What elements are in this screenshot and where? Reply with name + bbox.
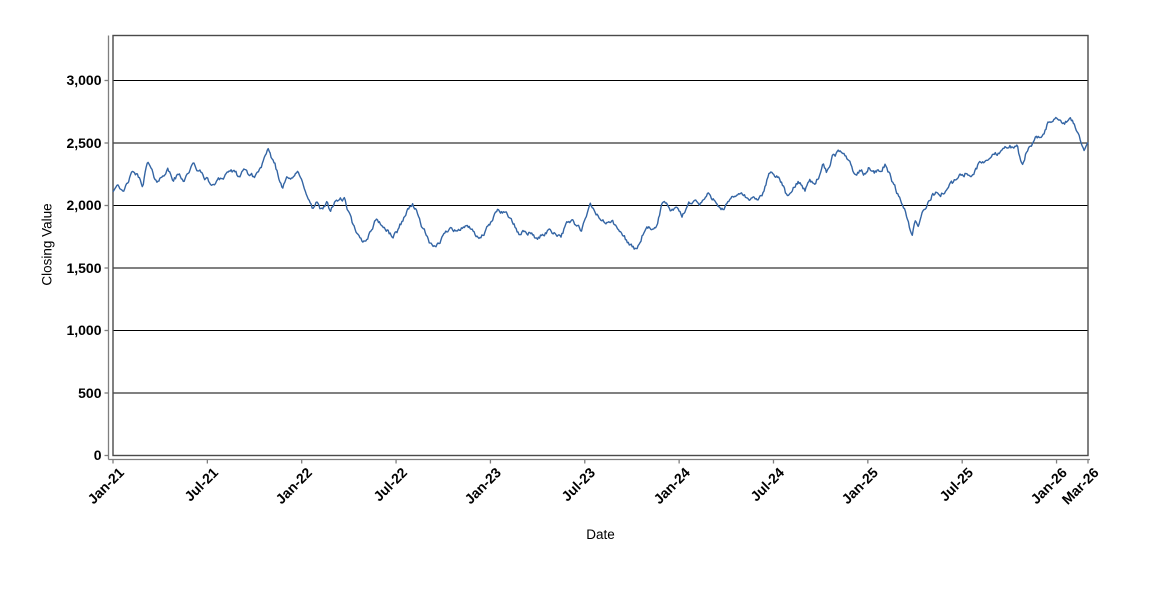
- y-tick-label: 0: [93, 447, 102, 463]
- axis-lines: [107, 35, 1090, 461]
- x-axis-title: Date: [586, 527, 615, 542]
- y-tick-label: 2,000: [66, 197, 102, 213]
- y-tick-label: 1,500: [66, 259, 102, 276]
- gridlines: [113, 80, 1088, 394]
- plot-border: [112, 34, 1089, 457]
- y-tick-label: 3,000: [66, 72, 102, 88]
- tick-marks: [104, 79, 1089, 464]
- y-axis-title: Closing Value: [39, 202, 55, 286]
- y-tick-label: 1,000: [66, 322, 102, 338]
- y-tick-label: 2,500: [66, 134, 102, 151]
- y-tick-label: 500: [78, 384, 102, 401]
- series-line-closing-value: [112, 116, 1089, 250]
